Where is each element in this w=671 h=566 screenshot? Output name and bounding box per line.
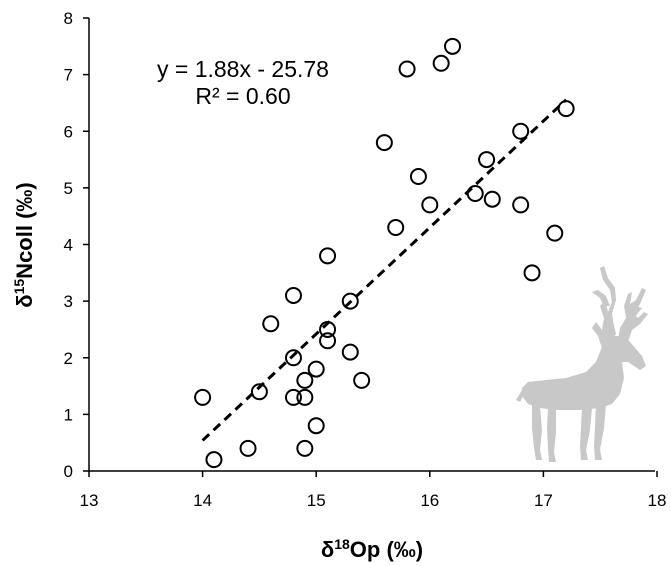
y-axis-ticks: 0 1 2 3 4 5 6 7 8 [64,9,89,481]
x-tick-label: 16 [420,491,439,510]
y-tick-label: 5 [64,179,73,198]
x-tick-label: 17 [534,491,553,510]
y-tick-label: 6 [64,122,73,141]
data-point [512,122,530,140]
data-point [409,168,427,186]
y-tick-label: 0 [64,462,73,481]
x-axis-title-sup: 18 [334,536,350,552]
y-tick-label: 2 [64,349,73,368]
x-tick-label: 18 [648,491,667,510]
data-point [205,451,223,469]
r-squared-label: R² = 0.60 [195,83,290,109]
data-point [250,383,268,401]
y-tick-label: 7 [64,66,73,85]
data-point [341,343,359,361]
data-point [296,388,314,406]
y-tick-label: 4 [64,236,73,255]
data-point [523,264,541,282]
data-point [296,439,314,457]
elk-silhouette-icon [516,266,648,462]
equation-label: y = 1.88x - 25.78 [157,56,329,82]
data-point [478,151,496,169]
y-axis-title: δ15Ncoll (‰) [11,182,37,307]
y-tick-label: 8 [64,9,73,28]
data-point [466,185,484,203]
axes: 0 1 2 3 4 5 6 7 8 13 14 15 16 17 18 [64,9,667,510]
y-tick-label: 3 [64,292,73,311]
trendline [201,98,568,442]
data-point [432,54,450,72]
y-axis-title-main: Ncoll (‰) [12,182,37,279]
data-point [512,196,530,214]
x-tick-label: 15 [307,491,326,510]
data-point [341,292,359,310]
x-axis-ticks: 13 14 15 16 17 18 [80,471,667,510]
data-point [239,439,257,457]
data-point [421,196,439,214]
data-point [307,417,325,435]
data-point [319,247,337,265]
y-tick-label: 1 [64,405,73,424]
x-axis-title-main: Op (‰) [350,537,423,562]
data-point [353,371,371,389]
data-point [398,60,416,78]
data-point [546,224,564,242]
data-point [444,37,462,55]
x-axis-title: δ18Op (‰) [321,536,423,562]
data-point [483,190,501,208]
data-points [194,37,575,469]
data-point [307,360,325,378]
data-point [296,371,314,389]
x-tick-label: 14 [193,491,212,510]
data-point [375,134,393,152]
x-tick-label: 13 [80,491,99,510]
data-point [387,219,405,237]
data-point [262,315,280,333]
y-axis-title-prefix: δ [12,294,37,307]
data-point [557,100,575,118]
data-point [319,332,337,350]
x-axis-title-prefix: δ [321,537,334,562]
y-axis-title-sup: 15 [11,279,27,295]
data-point [319,320,337,338]
data-point [284,286,302,304]
data-point [284,349,302,367]
data-point [194,388,212,406]
data-point [284,388,302,406]
